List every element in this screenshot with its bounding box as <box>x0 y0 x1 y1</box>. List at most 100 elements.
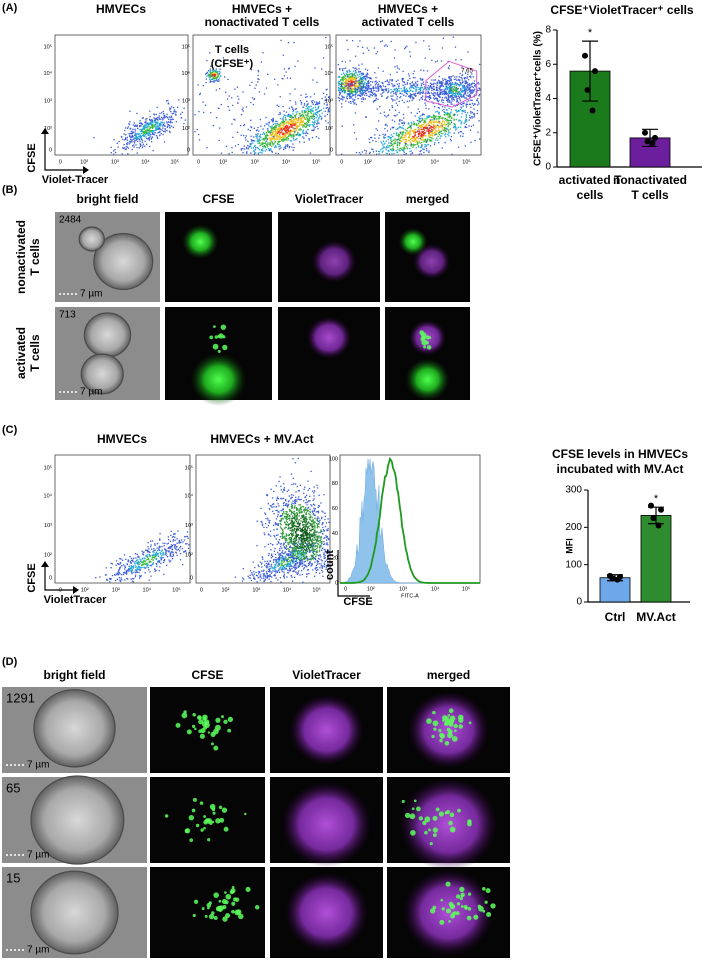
flow-event <box>454 96 455 97</box>
flow-y-tick-label: 10⁴ <box>44 492 53 499</box>
flow-event <box>447 113 448 114</box>
flow-event <box>159 115 160 116</box>
flow-event <box>423 84 424 85</box>
fluor-speck <box>427 345 432 350</box>
flow-event <box>149 133 150 134</box>
flow-event <box>399 150 400 151</box>
flow-event <box>363 83 364 84</box>
flow-event <box>419 119 420 120</box>
flow-event <box>181 117 182 118</box>
fluor-speck <box>222 345 227 350</box>
flow-event <box>306 117 307 118</box>
flow-event <box>355 91 356 92</box>
cell <box>34 690 115 767</box>
fluor-speck <box>218 900 221 903</box>
flow-event <box>386 140 387 141</box>
flow-event <box>301 124 302 125</box>
flow-event <box>422 87 423 88</box>
flow-event <box>406 130 407 131</box>
flow-event <box>435 111 436 112</box>
flow-event <box>123 574 124 575</box>
flow-event <box>136 126 137 127</box>
flow-event <box>301 103 302 104</box>
flow-event <box>375 86 376 87</box>
flow-event <box>175 114 176 115</box>
flow-x-tick-label: 0 <box>59 159 62 165</box>
flow-event <box>378 138 379 139</box>
flow-event <box>395 93 396 94</box>
flow-event <box>415 93 416 94</box>
flow-event <box>315 104 316 105</box>
flow-event <box>271 132 272 133</box>
flow-event <box>148 567 149 568</box>
flow-event <box>171 544 172 545</box>
flow-event <box>180 542 181 543</box>
flow-event <box>419 99 420 100</box>
flow-event <box>258 70 259 71</box>
flow-event <box>295 123 296 124</box>
flow-plot <box>55 455 190 583</box>
flow-event <box>237 96 238 97</box>
flow-event <box>185 119 186 120</box>
flow-event <box>273 136 274 137</box>
flow-event <box>401 141 402 142</box>
flow-event <box>438 101 439 102</box>
flow-event <box>133 132 134 133</box>
flow-event <box>257 75 258 76</box>
flow-event <box>376 83 377 84</box>
flow-event <box>368 96 369 97</box>
flow-event <box>262 143 263 144</box>
flow-event <box>388 142 389 143</box>
flow-event <box>397 80 398 81</box>
fluor-speck <box>423 345 426 348</box>
flow-event <box>394 115 395 116</box>
flow-event <box>359 76 360 77</box>
flow-event <box>302 131 303 132</box>
flow-event <box>253 136 254 137</box>
flow-event <box>442 147 443 148</box>
fluor-speck <box>440 899 443 902</box>
flow-event <box>153 562 154 563</box>
flow-plot <box>55 35 188 155</box>
fluor-speck <box>448 821 453 826</box>
flow-event <box>310 152 311 153</box>
micrograph: 24847 µm <box>55 212 160 302</box>
flow-event <box>139 129 140 130</box>
flow-event <box>352 75 353 76</box>
flow-event <box>446 128 447 129</box>
flow-event <box>363 85 364 86</box>
flow-event <box>377 99 378 100</box>
flow-event <box>390 128 391 129</box>
flow-event <box>144 122 145 123</box>
flow-event <box>439 134 440 135</box>
flow-y-tick-label: 0 <box>330 148 333 154</box>
flow-event <box>450 102 451 103</box>
flow-event <box>443 86 444 87</box>
flow-event <box>164 554 165 555</box>
flow-event <box>420 79 421 80</box>
flow-event <box>473 105 474 106</box>
flow-event <box>210 72 211 73</box>
flow-event <box>435 116 436 117</box>
flow-event <box>350 101 351 102</box>
flow-y-tick-label: 0 <box>187 148 190 154</box>
flow-event <box>302 112 303 113</box>
flow-event <box>400 137 401 138</box>
flow-event <box>380 141 381 142</box>
flow-event <box>465 120 466 121</box>
flow-event <box>442 47 443 48</box>
flow-event <box>156 128 157 129</box>
flow-event <box>397 105 398 106</box>
flow-event <box>278 153 279 154</box>
flow-event <box>194 114 195 115</box>
flow-event <box>258 148 259 149</box>
flow-event <box>124 554 125 555</box>
flow-event <box>141 561 142 562</box>
flow-event <box>367 70 368 71</box>
flow-event <box>306 110 307 111</box>
flow-event <box>131 569 132 570</box>
flow-event <box>297 132 298 133</box>
flow-event <box>478 95 479 96</box>
flow-event <box>467 92 468 93</box>
